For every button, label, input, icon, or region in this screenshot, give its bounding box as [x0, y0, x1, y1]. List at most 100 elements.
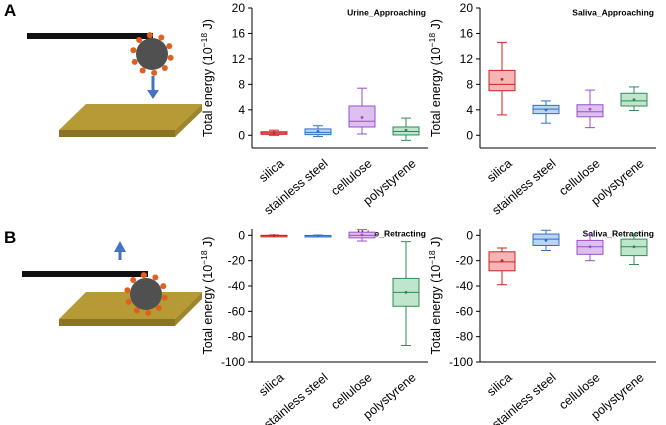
- y-tick-label: -100: [221, 355, 245, 369]
- y-tick-label: 0: [466, 228, 473, 242]
- y-axis-label-main: Total energy (10: [201, 265, 215, 355]
- bacterium-dot: [131, 58, 138, 65]
- y-axis-label: Total energy (10−18 J): [427, 19, 443, 137]
- y-axis-label-exponent: −18: [427, 33, 437, 48]
- panel-label-a: A: [4, 1, 17, 20]
- schematic-retracting: [22, 241, 202, 326]
- mean-point: [632, 98, 636, 102]
- x-tick-label: silica: [484, 370, 514, 399]
- box-silica: [260, 234, 288, 238]
- y-axis-label-unit: J): [429, 19, 443, 33]
- y-tick-label: 8: [466, 77, 473, 91]
- substrate-a-top: [59, 104, 202, 130]
- substrate-a-side: [175, 104, 202, 137]
- mean-point: [500, 77, 504, 81]
- bacterium-cluster-a: [130, 32, 174, 76]
- retract-arrow-head: [114, 241, 126, 252]
- y-axis-label: Total energy (10−18 J): [199, 237, 215, 355]
- mean-point: [272, 131, 276, 135]
- bacterium-dot: [152, 274, 159, 281]
- y-tick-label: 20: [232, 1, 246, 15]
- mean-point: [588, 245, 592, 249]
- bacterium-dot: [145, 309, 152, 316]
- schematic-approaching: [27, 32, 202, 137]
- bacterium-dot: [155, 304, 162, 311]
- box-silica: [488, 247, 516, 286]
- y-tick-label: 12: [460, 52, 474, 66]
- y-axis-label-main: Total energy (10: [429, 47, 443, 137]
- y-tick-label: -40: [228, 279, 246, 293]
- box-polystyrene: [392, 241, 420, 347]
- y-tick-label: 4: [238, 103, 245, 117]
- mean-point: [272, 234, 276, 237]
- y-tick-label: 16: [460, 26, 474, 40]
- y-tick-label: 0: [238, 228, 245, 242]
- approach-arrow-head: [147, 90, 159, 99]
- bacterium-dot: [136, 37, 143, 44]
- box-stainless-steel: [304, 125, 332, 138]
- mean-point: [632, 245, 636, 249]
- cantilever-b: [22, 271, 148, 277]
- x-tick-label: silica: [256, 370, 286, 399]
- substrate-b-front: [59, 319, 175, 326]
- mean-point: [316, 130, 320, 133]
- mean-point: [588, 107, 592, 111]
- y-axis-label-unit: J): [429, 237, 443, 251]
- mean-point: [316, 234, 320, 238]
- substrate-a-front: [59, 130, 175, 137]
- box-silica: [260, 129, 288, 136]
- mean-point: [360, 116, 364, 119]
- y-tick-label: -80: [456, 330, 474, 344]
- y-axis-label-exponent: −18: [427, 250, 437, 265]
- y-tick-label: -100: [449, 355, 473, 369]
- chart-saliva_retracting: Saliva_Retracting 0 -20 -40 -60 -80 -100 Total …: [427, 228, 656, 425]
- y-tick-label: 0: [238, 128, 245, 142]
- box-cellulose: [348, 87, 376, 135]
- y-tick-label: -60: [228, 304, 246, 318]
- y-tick-label: 4: [466, 103, 473, 117]
- y-axis-label: Total energy (10−18 J): [199, 19, 215, 137]
- bacterium-dot: [161, 64, 168, 71]
- chart-title: Urine_Approaching: [347, 7, 426, 17]
- cantilever-a: [27, 33, 153, 39]
- y-tick-label: 16: [232, 26, 246, 40]
- particle-body: [136, 38, 168, 70]
- box-cellulose: [576, 89, 604, 129]
- y-axis-label-unit: J): [201, 237, 215, 251]
- y-tick-label: -20: [228, 254, 246, 268]
- bacterium-dot: [130, 277, 137, 284]
- y-axis-label-main: Total energy (10: [201, 47, 215, 137]
- bacterium-cluster-b: [124, 272, 168, 316]
- y-tick-label: -60: [456, 304, 474, 318]
- box-stainless-steel: [532, 229, 560, 252]
- y-axis-label-exponent: −18: [199, 250, 209, 265]
- mean-point: [404, 128, 408, 132]
- box-stainless-steel: [532, 100, 560, 124]
- chart-title: Saliva_Approaching: [572, 7, 654, 17]
- x-tick-label: silica: [484, 156, 514, 185]
- mean-point: [360, 233, 364, 237]
- bacterium-dot: [151, 69, 158, 76]
- chart-saliva_approaching: Saliva_Approaching 0 4 8 12 16 20 Total energy …: [427, 1, 656, 218]
- mean-point: [500, 259, 504, 263]
- chart-urine_approaching: Urine_Approaching 0 4 8 12 16 20 Total energy (…: [199, 1, 428, 218]
- chart-urine_retracting: Urine_Retracting 0 -20 -40 -60 -80 -100 Total e…: [199, 228, 428, 425]
- y-axis-label-unit: J): [201, 19, 215, 33]
- x-tick-label: silica: [256, 156, 286, 185]
- bacterium-dot: [160, 283, 167, 290]
- bacterium-dot: [158, 34, 165, 41]
- charts: Urine_Approaching 0 4 8 12 16 20 Total energy (…: [199, 1, 656, 425]
- panel-label-b: B: [4, 228, 17, 247]
- box-polystyrene: [620, 86, 648, 111]
- box-cellulose: [576, 233, 604, 262]
- mean-point: [544, 108, 548, 112]
- y-axis-label-exponent: −18: [199, 33, 209, 48]
- box-stainless-steel: [304, 234, 332, 238]
- y-tick-label: 12: [232, 52, 246, 66]
- bacterium-dot: [125, 298, 132, 305]
- y-tick-label: 20: [460, 1, 474, 15]
- substrate-b-side: [175, 292, 202, 326]
- bacterium-dot: [167, 54, 174, 61]
- mean-point: [404, 290, 408, 294]
